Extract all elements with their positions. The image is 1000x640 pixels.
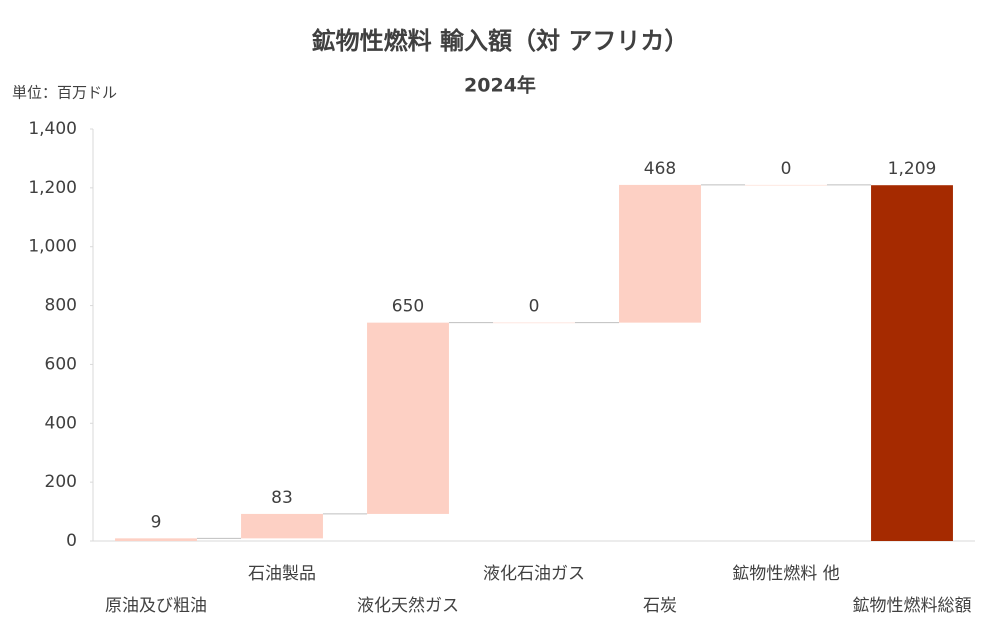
x-tick-label: 石炭 [643,596,677,616]
unit-label: 単位：百万ドル [12,84,117,102]
bar [619,184,701,323]
chart-title: 鉱物性燃料 輸入額（対 アフリカ） [312,27,689,55]
data-label: 9 [151,512,162,532]
data-label: 468 [644,159,676,179]
data-label: 0 [781,159,792,179]
bar [745,184,827,186]
y-tick-label: 1,400 [28,119,77,139]
y-tick-label: 200 [45,472,77,492]
y-tick-label: 600 [45,354,77,374]
bar [493,322,575,324]
x-tick-label: 原油及び粗油 [105,596,207,616]
bar [115,538,197,541]
bar [367,322,449,514]
y-tick-label: 1,200 [28,178,77,198]
y-tick-label: 1,000 [28,237,77,257]
y-tick-label: 800 [45,296,77,316]
total-bar [871,185,953,542]
data-label: 650 [392,297,424,317]
x-tick-label: 液化石油ガス [483,564,585,584]
data-label: 0 [529,297,540,317]
x-tick-label: 鉱物性燃料総額 [853,596,972,616]
y-tick-label: 0 [66,531,77,551]
chart-subtitle: 2024年 [464,74,536,97]
data-label: 83 [271,488,293,508]
data-label: 1,209 [888,159,937,179]
y-tick-label: 400 [45,413,77,433]
bar [241,513,323,539]
x-tick-label: 石油製品 [248,564,316,584]
x-tick-label: 液化天然ガス [357,596,459,616]
x-tick-label: 鉱物性燃料 他 [732,564,839,584]
